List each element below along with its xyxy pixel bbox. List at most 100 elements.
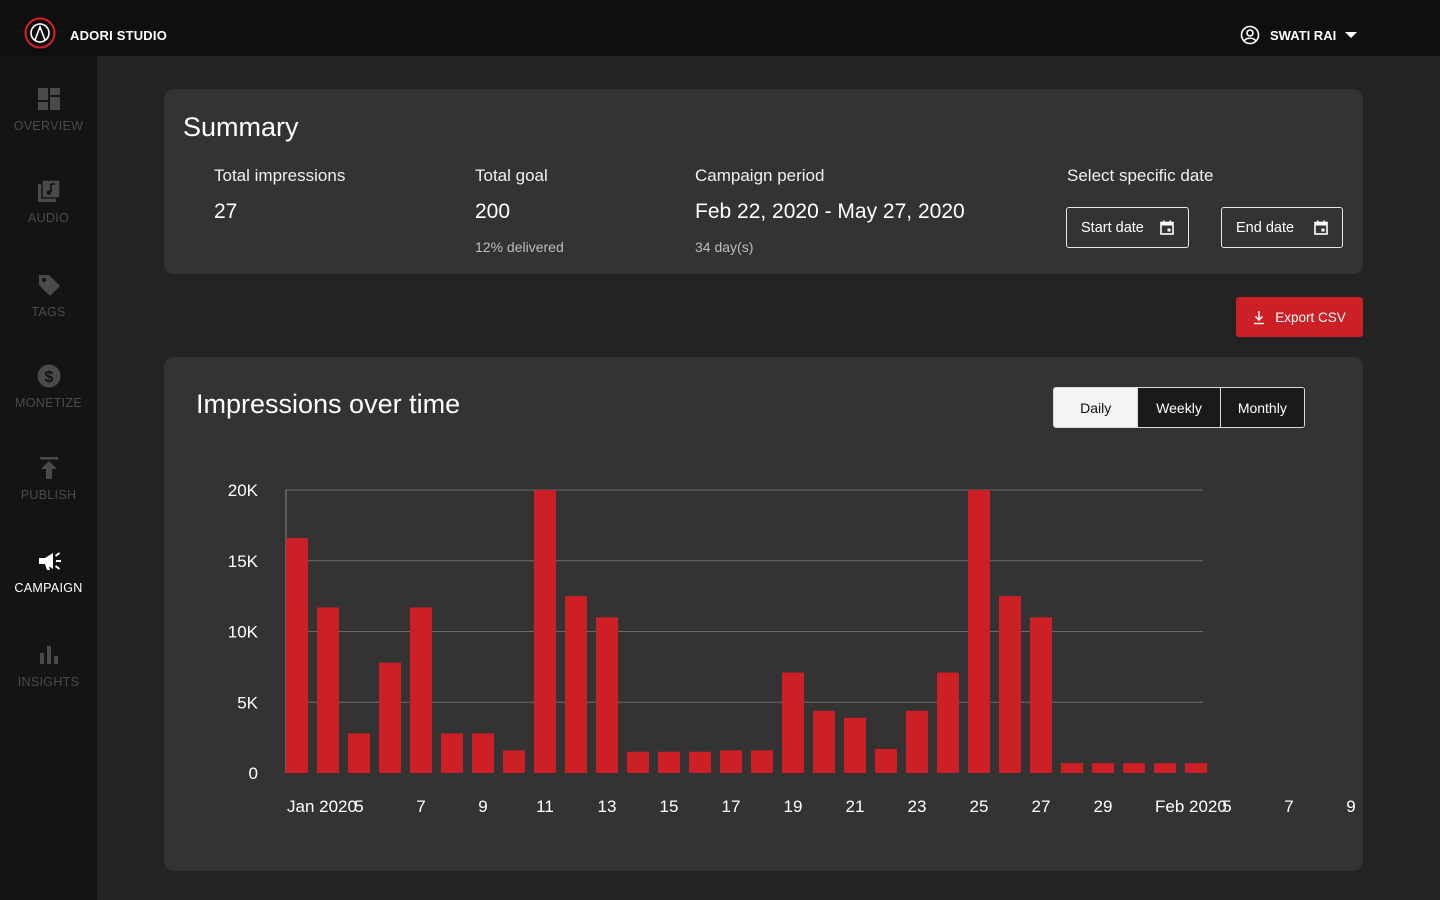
bar [379,662,401,773]
bar [565,596,587,773]
bar [410,607,432,773]
bar [813,710,835,773]
user-account-icon [1240,25,1260,45]
user-menu[interactable]: SWATI RAI [1240,24,1358,46]
sidebar-item-monetize[interactable]: $ MONETIZE [0,363,97,433]
export-csv-button[interactable]: Export CSV [1236,297,1363,337]
campaign-duration-text: 34 day(s) [695,239,754,255]
bar [720,750,742,773]
bar [472,733,494,773]
publish-icon [39,457,58,479]
total-impressions-value: 27 [214,200,238,223]
sidebar-item-tags[interactable]: TAGS [0,272,97,342]
app-title: ADORI STUDIO [70,28,168,43]
chart-title: Impressions over time [196,389,461,419]
x-tick-label: Feb 2020 [1155,797,1227,816]
sidebar-item-label: TAGS [31,305,66,319]
x-tick-label: 9 [1346,797,1355,816]
x-tick-label: 15 [660,797,679,816]
sidebar-item-label: PUBLISH [20,488,77,502]
total-goal-label: Total goal [475,166,548,185]
bar [286,538,308,773]
top-bar: ADORI STUDIO SWATI RAI [0,0,1440,56]
summary-title: Summary [183,112,299,142]
sidebar-item-label: OVERVIEW [13,119,84,133]
bar [534,490,556,773]
bar [317,607,339,773]
campaign-period-value: Feb 22, 2020 - May 27, 2020 [695,200,965,223]
bar [751,750,773,773]
x-tick-label: 7 [1284,797,1293,816]
sidebar-item-insights[interactable]: INSIGHTS [0,642,97,712]
bar [782,672,804,773]
y-tick-label: 10K [228,623,259,642]
sidebar-item-publish[interactable]: PUBLISH [0,455,97,525]
select-date-label: Select specific date [1067,166,1214,185]
sidebar-item-label: CAMPAIGN [14,581,83,595]
y-tick-label: 20K [228,481,259,500]
bar [348,733,370,773]
sidebar-item-overview[interactable]: OVERVIEW [0,86,97,156]
dollar-icon: $ [37,364,60,388]
start-date-label: Start date [1081,219,1144,236]
bar [968,490,990,773]
bar [689,751,711,773]
toggle-monthly[interactable]: Monthly [1219,388,1304,427]
bar [1061,763,1083,773]
y-tick-label: 0 [249,764,258,783]
goal-delivered-text: 12% delivered [475,239,564,255]
toggle-daily[interactable]: Daily [1054,388,1138,427]
bar [596,617,618,773]
x-tick-label: 11 [536,797,554,816]
total-impressions-label: Total impressions [214,166,346,185]
x-tick-label: 25 [970,797,989,816]
user-name: SWATI RAI [1270,27,1337,43]
sidebar-item-label: MONETIZE [15,396,82,410]
bar [1123,763,1145,773]
x-tick-label: 19 [784,797,803,816]
end-date-label: End date [1236,219,1295,236]
export-csv-label: Export CSV [1275,309,1346,325]
x-tick-label: Jan 2020 [287,797,357,816]
campaign-period-label: Campaign period [695,166,825,185]
svg-text:$: $ [44,369,53,386]
chevron-down-icon [1345,32,1358,38]
bar [999,596,1021,773]
megaphone-icon [38,552,61,570]
calendar-icon [1160,220,1174,235]
dashboard-icon [37,88,60,110]
toggle-weekly[interactable]: Weekly [1137,388,1220,427]
sidebar: OVERVIEW AUDIO TAGS $ MONETIZE PUBLISH [0,56,97,900]
bar [844,717,866,773]
y-tick-label: 5K [237,693,258,712]
bar [658,751,680,773]
calendar-icon [1314,220,1328,235]
bar [1030,617,1052,773]
period-toggle: Daily Weekly Monthly [1053,387,1305,428]
x-tick-label: 27 [1032,797,1051,816]
bar [937,672,959,773]
x-tick-label: 13 [598,797,617,816]
bar [1154,763,1176,773]
bar [1185,763,1207,773]
sidebar-item-audio[interactable]: AUDIO [0,178,97,248]
x-tick-label: 29 [1094,797,1113,816]
adori-logo-icon[interactable] [24,17,58,51]
end-date-button[interactable]: End date [1221,207,1343,248]
sidebar-item-label: AUDIO [27,211,70,225]
bar [503,750,525,773]
bar [627,751,649,773]
x-tick-label: 5 [354,797,363,816]
bar [875,748,897,773]
sidebar-item-campaign[interactable]: CAMPAIGN [0,548,97,618]
x-tick-label: 23 [908,797,927,816]
x-tick-label: 7 [416,797,425,816]
audio-library-icon [37,179,61,202]
summary-card: Summary Total impressions 27 Total goal … [164,89,1363,274]
impressions-chart-card: Impressions over time Daily Weekly Month… [164,357,1363,871]
start-date-button[interactable]: Start date [1066,207,1189,248]
x-tick-label: 21 [846,797,865,816]
tag-icon [38,275,60,296]
total-goal-value: 200 [475,200,511,223]
